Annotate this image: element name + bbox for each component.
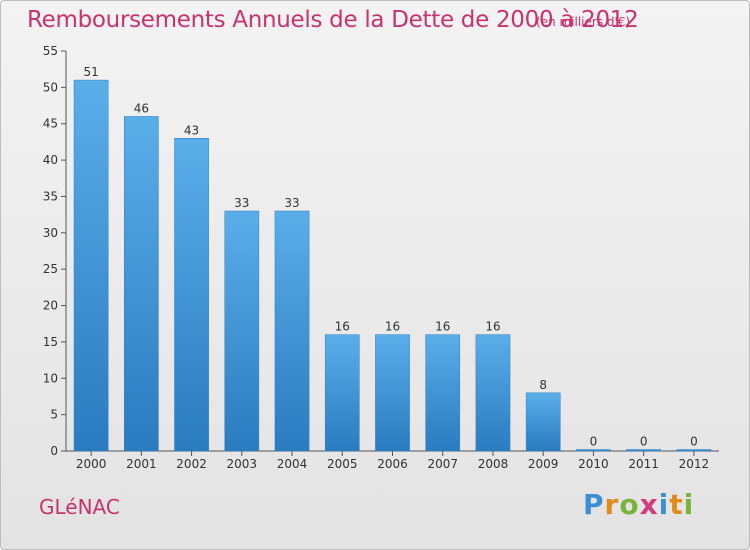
bar — [626, 449, 661, 452]
y-tick-label: 10 — [43, 371, 58, 385]
bar-value-label: 43 — [184, 123, 199, 137]
bar — [375, 334, 410, 452]
bars — [73, 79, 712, 452]
y-tick-label: 15 — [43, 335, 58, 349]
bar-value-label: 51 — [83, 65, 98, 79]
x-tick-label: 2010 — [578, 457, 609, 471]
bar-value-label: 0 — [590, 435, 598, 449]
y-tick-label: 30 — [43, 226, 58, 240]
bar-value-label: 0 — [640, 435, 648, 449]
bar-value-label: 33 — [234, 196, 249, 210]
bar — [324, 334, 360, 452]
y-axis: 0 5 10 15 20 25 30 35 40 45 50 55 — [43, 44, 67, 458]
y-tick-label: 35 — [43, 189, 58, 203]
bar — [73, 79, 109, 452]
x-axis: 2000 2001 2002 2003 2004 2005 2006 2007 2008 2009… — [66, 450, 719, 471]
x-tick-label: 2003 — [227, 457, 258, 471]
y-tick-label: 45 — [43, 117, 58, 131]
logo-letter: r — [604, 488, 620, 521]
value-labels: 51 46 43 33 33 16 16 16 16 8 0 0 0 — [83, 65, 697, 448]
bar-value-label: 16 — [485, 320, 500, 334]
bar-value-label: 8 — [539, 378, 547, 392]
proxiti-logo: Proxiti — [583, 488, 694, 521]
bar — [475, 334, 511, 452]
bar — [174, 138, 209, 452]
y-tick-label: 0 — [50, 444, 58, 458]
bar — [425, 334, 461, 452]
bar-value-label: 0 — [690, 435, 698, 449]
logo-letter: o — [619, 488, 640, 521]
x-tick-label: 2012 — [679, 457, 710, 471]
x-tick-label: 2007 — [427, 457, 458, 471]
logo-letter: i — [658, 488, 670, 521]
bar — [274, 210, 310, 452]
logo-letter: P — [583, 488, 605, 521]
bar — [676, 449, 712, 452]
x-tick-label: 2009 — [528, 457, 559, 471]
y-tick-label: 20 — [43, 299, 58, 313]
bar-value-label: 16 — [435, 320, 450, 334]
bar-value-label: 46 — [134, 101, 149, 115]
chart-title: Remboursements Annuels de la Dette de 20… — [27, 7, 639, 33]
y-tick-label: 55 — [43, 44, 58, 58]
commune-name: GLéNAC — [39, 495, 120, 519]
x-tick-label: 2006 — [377, 457, 408, 471]
x-tick-label: 2008 — [478, 457, 509, 471]
logo-letter: t — [669, 488, 684, 521]
bar-value-label: 16 — [335, 320, 350, 334]
bar — [224, 210, 260, 452]
y-tick-label: 25 — [43, 262, 58, 276]
bar-value-label: 16 — [385, 320, 400, 334]
y-tick-label: 50 — [43, 80, 58, 94]
x-tick-label: 2001 — [126, 457, 157, 471]
bar — [525, 392, 561, 452]
bar — [124, 116, 159, 452]
logo-letter: x — [639, 488, 659, 521]
bar-value-label: 33 — [284, 196, 299, 210]
x-tick-label: 2000 — [76, 457, 107, 471]
x-tick-label: 2004 — [277, 457, 308, 471]
logo-letter: i — [683, 488, 695, 521]
x-tick-label: 2011 — [628, 457, 659, 471]
y-tick-label: 40 — [43, 153, 58, 167]
x-tick-label: 2002 — [176, 457, 207, 471]
x-tick-label: 2005 — [327, 457, 358, 471]
bar — [576, 449, 611, 452]
chart-subtitle: (en milliers d'€) — [536, 15, 631, 29]
y-tick-label: 5 — [50, 408, 58, 422]
